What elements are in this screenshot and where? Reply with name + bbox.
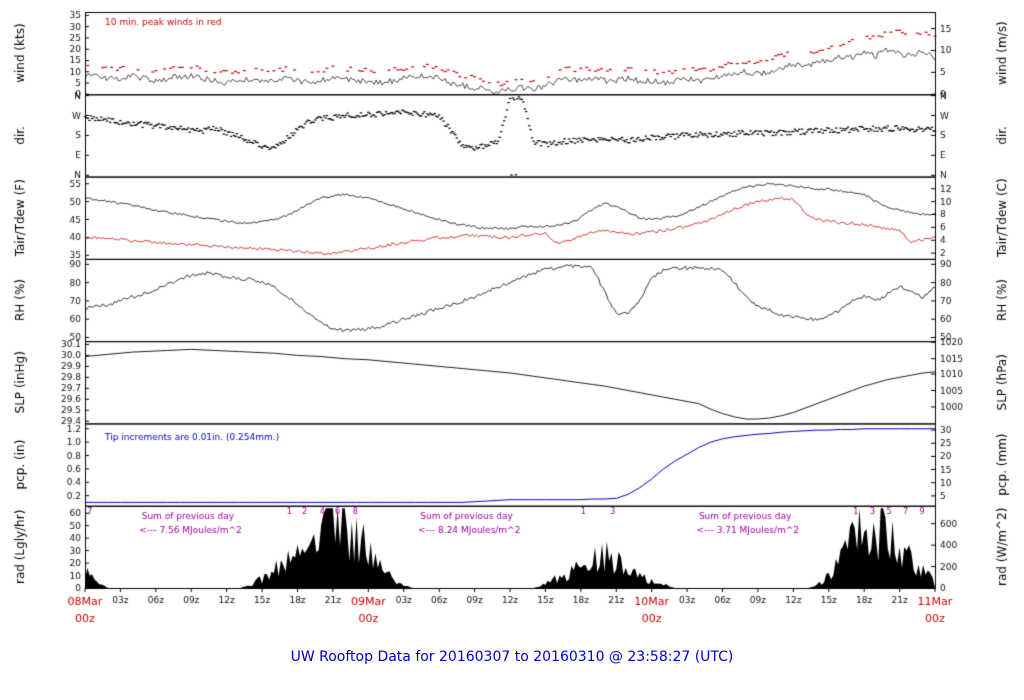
meteogram-canvas: [0, 0, 1024, 645]
chart-title: UW Rooftop Data for 20160307 to 20160310…: [290, 649, 734, 665]
